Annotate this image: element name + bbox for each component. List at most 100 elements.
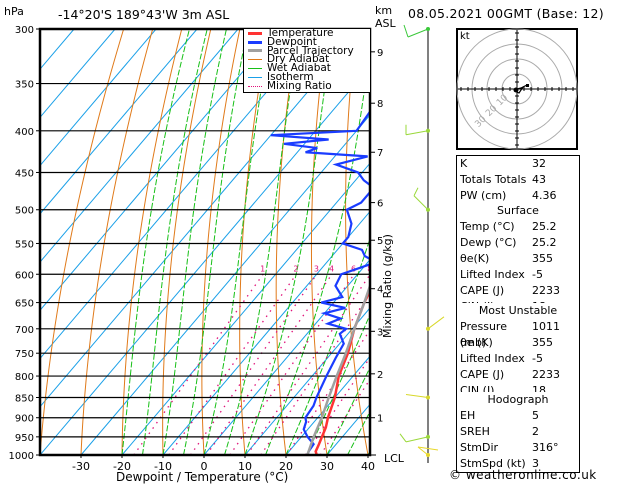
legend-label: Isotherm [267,70,314,83]
km-tick-label: 6 [377,199,383,210]
legend-item: Isotherm [244,70,370,83]
legend: Temperature Dewpoint Parcel Trajectory Dry … [243,28,370,93]
wind-barb-flag [413,187,419,196]
parcel-trajectory-line [306,282,370,455]
dry-adiabat-line [80,29,154,455]
index-label: Dewp (°C) [460,236,517,249]
x-tick-label: 30 [320,460,334,473]
legend-label: Mixing Ratio [267,79,332,92]
surface-box: Surface Temp (°C) 25.2 Dewp (°C) 25.2 θe(K) 35… [456,203,580,316]
location-title: -14°20'S 189°43'W 3m ASL [58,7,230,22]
mixing-ratio-label: 1 [260,264,265,273]
wind-barb-flag [399,433,407,443]
y-tick-label: 950 [15,433,34,444]
legend-swatch [248,68,262,70]
hodograph-end-marker [526,84,529,87]
datetime-title: 08.05.2021 00GMT (Base: 12) [408,6,604,21]
wind-barb-flag [417,446,439,451]
km-tick-label: 3 [377,327,383,338]
index-row: Temp (°C) 25.2 [457,219,579,235]
index-label: θe (K) [460,336,493,349]
index-value: -5 [532,268,543,281]
legend-swatch [248,40,262,44]
copyright: © weatheronline.co.uk [449,468,597,482]
index-label: Lifted Index [460,352,525,365]
dewpoint-line [270,109,370,455]
km-tick-label: 4 [377,285,383,296]
index-value: 32 [532,157,546,170]
km-tick-label: 1 [377,414,383,425]
x-tick-label: -20 [113,460,131,473]
index-value: 1011 [532,320,560,333]
isotherm-line [40,29,75,70]
index-row: SREH 2 [457,424,579,440]
y-tick-label: 500 [15,206,34,217]
index-value: 5 [532,409,539,422]
index-label: PW (cm) [460,189,507,202]
isotherm-line [40,29,280,312]
km-tick-label: 2 [377,370,383,381]
y-tick-label: 400 [15,127,34,138]
index-value: 2233 [532,368,560,381]
wind-barb [413,195,429,211]
isotherm-line [40,29,198,215]
index-row: Totals Totals 43 [457,172,579,188]
index-label: Totals Totals [460,173,527,186]
index-row: Lifted Index -5 [457,267,579,283]
isotherm-line [203,258,370,455]
isotherm-line [40,29,239,263]
mixing-ratio-label: 15 [404,264,414,273]
index-row: StmSpd (kt) 3 [457,456,579,472]
wind-barb [405,394,429,398]
wind-barbs [399,24,445,463]
legend-swatch [248,76,262,78]
dry-adiabat-line [411,29,450,455]
index-row: StmDir 316° [457,440,579,456]
legend-swatch [248,31,262,35]
index-value: 4.36 [532,189,557,202]
hodograph-box: Hodograph EH 5 SREH 2 StmDir 316° StmSpd (kt) 3 [456,392,580,473]
index-label: Temp (°C) [460,220,515,233]
y-tick-label: 700 [15,325,34,336]
profiles: 1 2 3 4 6 8 10 15 20 25 [260,109,414,455]
dry-adiabat-line [589,29,629,455]
y-tick-label: 850 [15,393,34,404]
index-row: Dewp (°C) 25.2 [457,235,579,251]
legend-label: Dewpoint [267,35,317,48]
index-row: CAPE (J) 2233 [457,283,579,299]
lcl-label: LCL [384,452,404,465]
dry-adiabat-line [40,29,125,455]
index-label: Lifted Index [460,268,525,281]
index-label: EH [460,409,476,422]
legend-label: Wet Adiabat [267,62,331,75]
index-row: θe(K) 355 [457,251,579,267]
mixing-ratio-line [133,273,264,455]
index-value: 25.2 [532,220,557,233]
index-value: 25.2 [532,236,557,249]
index-label: StmSpd (kt) [460,457,526,470]
isotherm-line [40,29,116,119]
index-label: CAPE (J) [460,368,505,381]
mixing-ratio-label: 2 [293,264,298,273]
hodograph-trace [514,84,528,94]
km-tick-label: 5 [377,236,383,247]
index-value: 2233 [532,284,560,297]
index-label: K [460,157,468,170]
mixing-ratio-label: 8 [367,264,372,273]
y-tick-label: 650 [15,299,34,310]
y-tick-label: 900 [15,414,34,425]
index-value: 355 [532,252,553,265]
index-row: EH 5 [457,408,579,424]
y-tick-label: 1000 [9,451,34,462]
mixing-ratio-label: 3 [314,264,319,273]
x-tick-label: -10 [154,460,172,473]
index-value: 2 [532,425,539,438]
axes: 3003504004505005506006507007508008509009… [9,25,384,473]
dry-adiabat-line [162,29,212,455]
y-tick-label: 350 [15,80,34,91]
section-title: Surface [497,204,539,217]
index-label: SREH [460,425,490,438]
legend-item: Temperature [244,28,370,38]
hodograph-ring [456,28,578,150]
